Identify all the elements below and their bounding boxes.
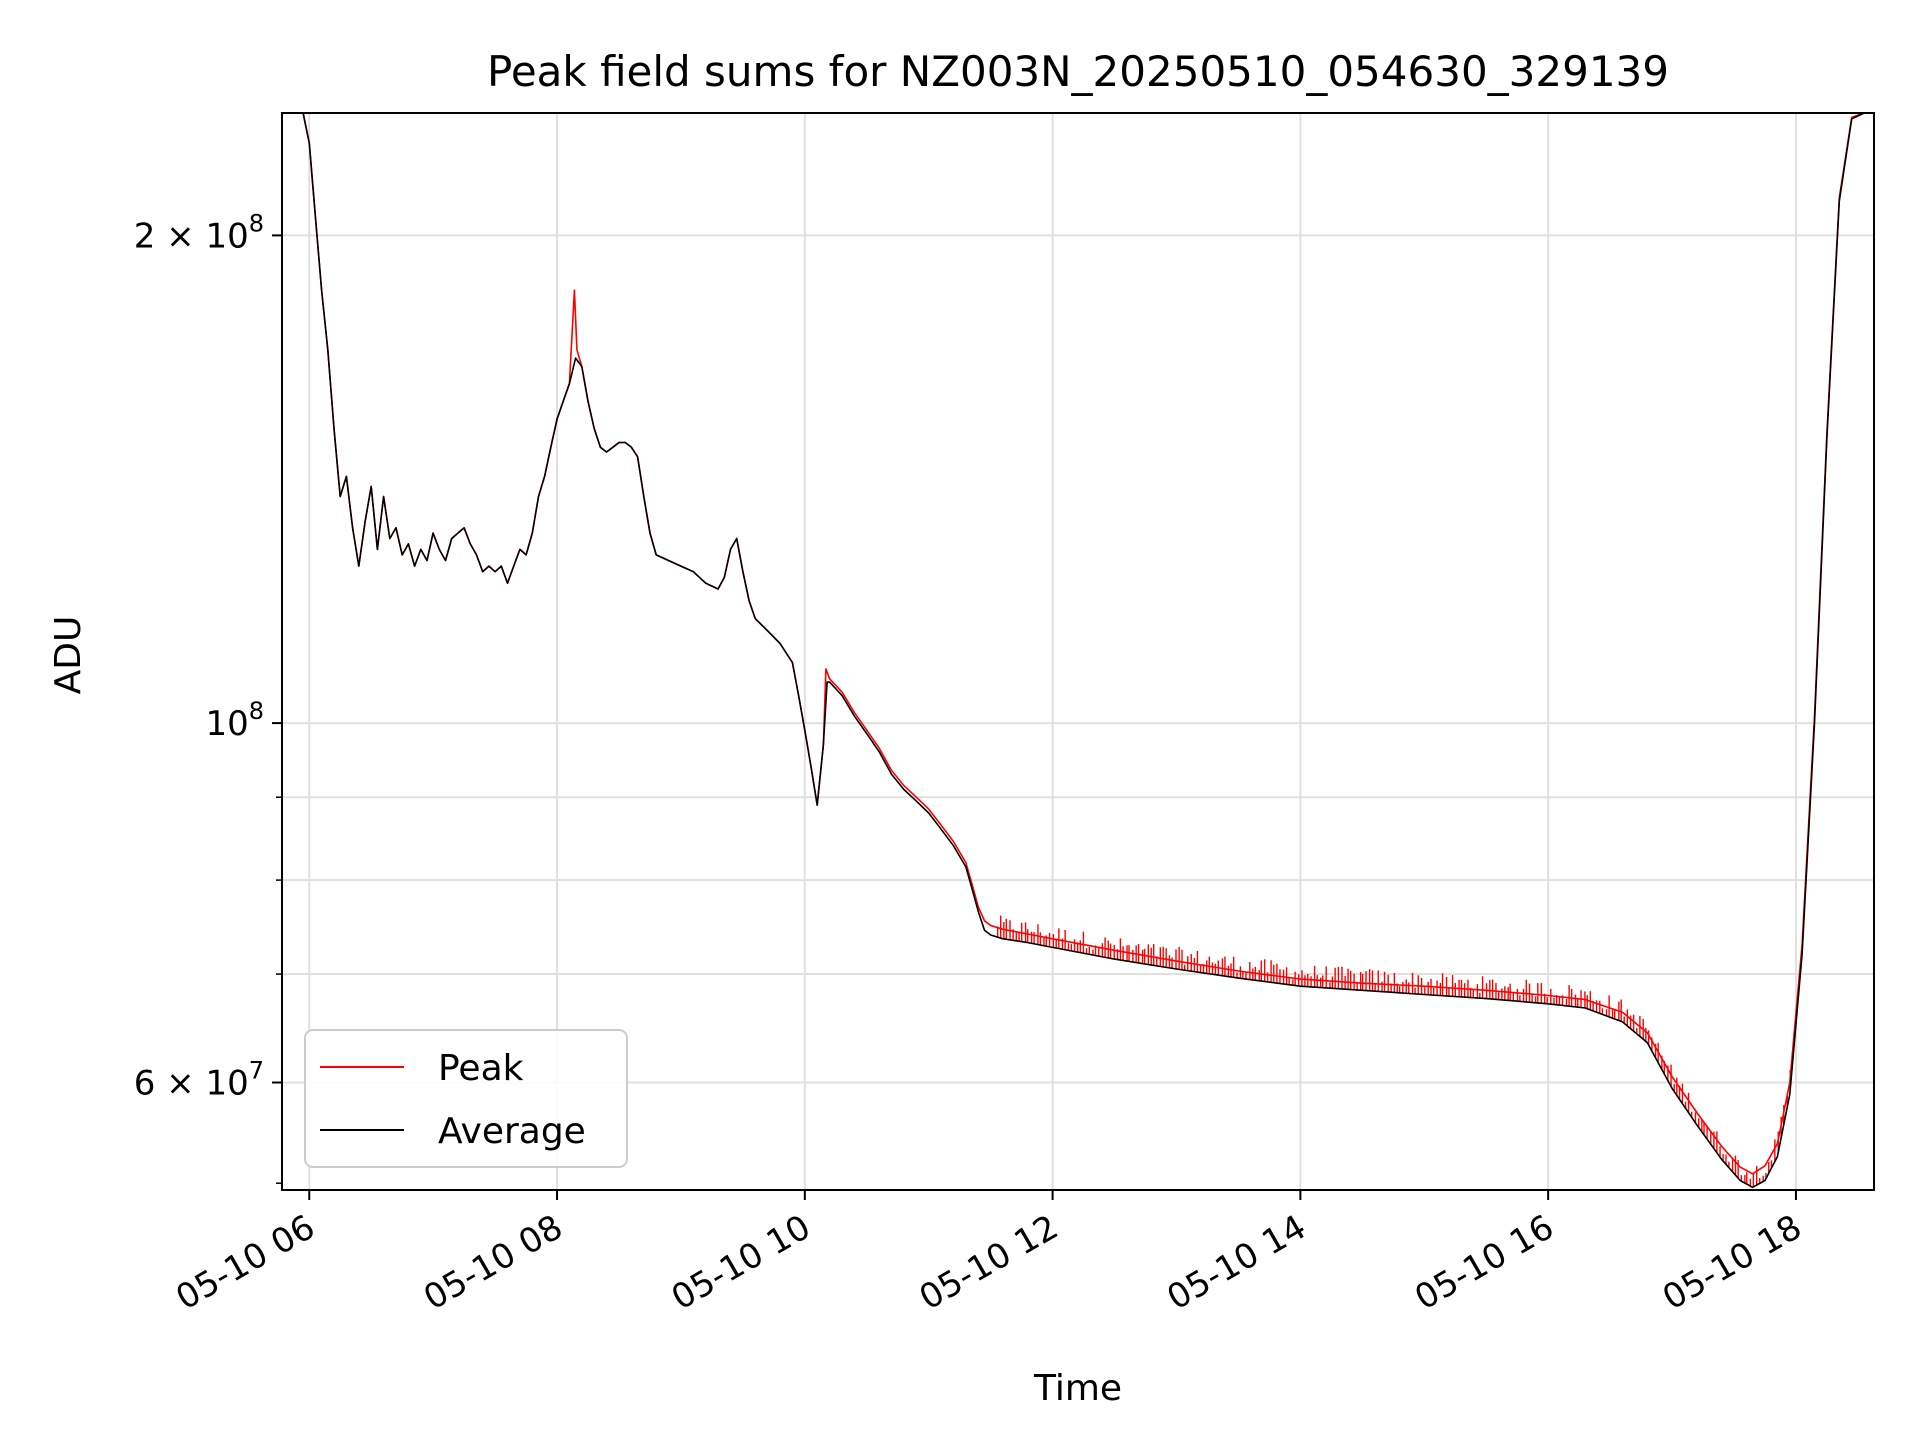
y-tick-label: 108 [205,697,264,744]
legend-label-average: Average [438,1111,586,1152]
legend-label-peak: Peak [438,1048,524,1089]
chart-title: Peak field sums for NZ003N_20250510_0546… [487,47,1669,96]
grid [282,113,1874,1190]
y-tick-label: 2 × 108 [134,209,264,256]
y-axis-label: ADU [48,616,89,695]
series-line-average [282,113,1874,1189]
legend: Peak Average [304,1029,628,1168]
axes-frame [281,112,1875,1191]
plot-area [282,113,1874,1189]
legend-box [304,1029,628,1168]
y-tick-label: 6 × 107 [134,1057,264,1104]
x-axis-label: Time [1033,1368,1122,1409]
